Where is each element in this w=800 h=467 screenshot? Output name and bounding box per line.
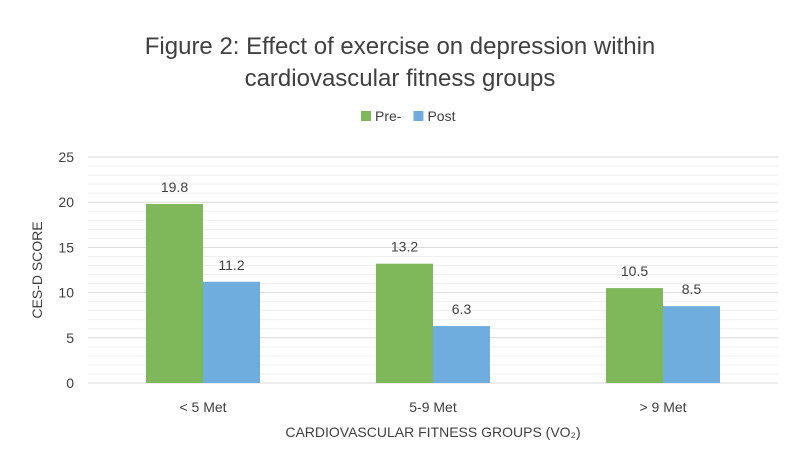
y-tick-label: 0 <box>66 375 74 391</box>
y-tick-label: 5 <box>66 330 74 346</box>
chart-title-line-1: Figure 2: Effect of exercise on depressi… <box>145 33 656 60</box>
data-label: 10.5 <box>621 263 648 279</box>
y-tick-label: 15 <box>58 239 74 255</box>
bar-post <box>663 306 720 383</box>
legend-label: Pre- <box>375 108 402 124</box>
legend-swatch <box>413 111 424 121</box>
x-tick-label: > 9 Met <box>639 399 686 415</box>
bars: 19.8 11.2 13.2 6.3 10.5 8.5 <box>146 179 720 383</box>
x-axis-ticks: < 5 Met 5-9 Met > 9 Met <box>179 399 686 415</box>
y-axis-label: CES-D SCORE <box>29 221 45 318</box>
data-label: 6.3 <box>452 301 472 317</box>
x-tick-label: < 5 Met <box>179 399 226 415</box>
x-tick-label: 5-9 Met <box>409 399 457 415</box>
data-label: 19.8 <box>161 179 188 195</box>
legend-swatch <box>361 111 371 121</box>
legend-label: Post <box>427 108 455 124</box>
bar-pre <box>606 288 663 383</box>
bar-pre <box>376 263 433 383</box>
chart-title-line-2: cardiovascular fitness groups <box>245 65 556 92</box>
data-label: 8.5 <box>682 281 702 297</box>
bar-post <box>433 326 490 383</box>
y-tick-label: 25 <box>58 149 74 165</box>
bar-post <box>203 281 260 383</box>
y-axis-ticks: 0 5 10 15 20 25 <box>58 149 74 391</box>
x-axis-label: CARDIOVASCULAR FITNESS GROUPS (VO₂) <box>285 424 580 440</box>
data-label: 13.2 <box>391 239 418 255</box>
data-label: 11.2 <box>218 257 244 273</box>
bar-pre <box>146 204 203 383</box>
y-tick-label: 10 <box>58 285 74 301</box>
y-tick-label: 20 <box>58 194 74 210</box>
legend: Pre- Post <box>361 108 456 124</box>
